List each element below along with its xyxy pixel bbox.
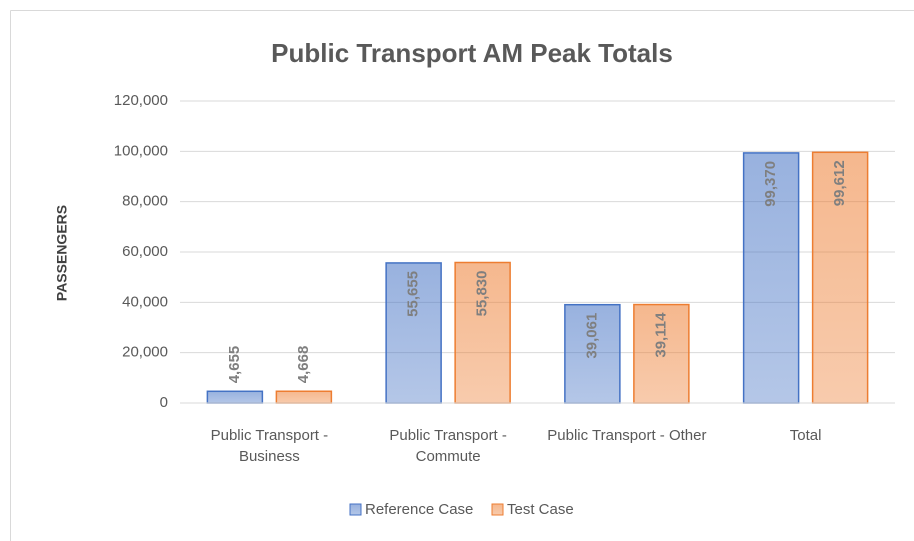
y-tick-label: 100,000 <box>114 142 168 159</box>
data-label: 4,668 <box>295 346 312 384</box>
bar <box>385 262 442 404</box>
data-label: 4,655 <box>226 346 243 384</box>
chart-title: Public Transport AM Peak Totals <box>271 38 673 68</box>
x-tick-label: Public Transport - Other <box>547 427 707 444</box>
legend-label: Reference Case <box>365 501 473 518</box>
data-label: 99,612 <box>831 160 848 206</box>
data-label: 39,114 <box>652 312 669 358</box>
data-label: 39,061 <box>583 313 600 359</box>
legend-swatch <box>349 503 362 516</box>
y-tick-label: 40,000 <box>122 293 168 310</box>
x-tick-label: Total <box>789 427 822 444</box>
data-label: 55,830 <box>474 270 491 316</box>
y-axis-title: PASSENGERS <box>54 205 70 301</box>
x-tick-label: Public Transport - Business <box>210 427 329 465</box>
y-tick-label: 120,000 <box>114 92 168 109</box>
data-label: 55,655 <box>405 271 422 317</box>
bar <box>275 390 333 404</box>
y-tick-label: 0 <box>160 394 168 411</box>
bar <box>206 390 264 404</box>
x-tick-label: Public Transport - Commute <box>389 427 507 465</box>
y-tick-label: 80,000 <box>122 193 168 210</box>
bar <box>633 303 690 404</box>
y-tick-label: 20,000 <box>122 344 168 361</box>
bar <box>742 152 800 404</box>
y-tick-label: 60,000 <box>122 243 168 260</box>
legend-swatch <box>491 503 504 516</box>
legend-label: Test Case <box>507 501 574 518</box>
data-label: 99,370 <box>762 161 779 207</box>
